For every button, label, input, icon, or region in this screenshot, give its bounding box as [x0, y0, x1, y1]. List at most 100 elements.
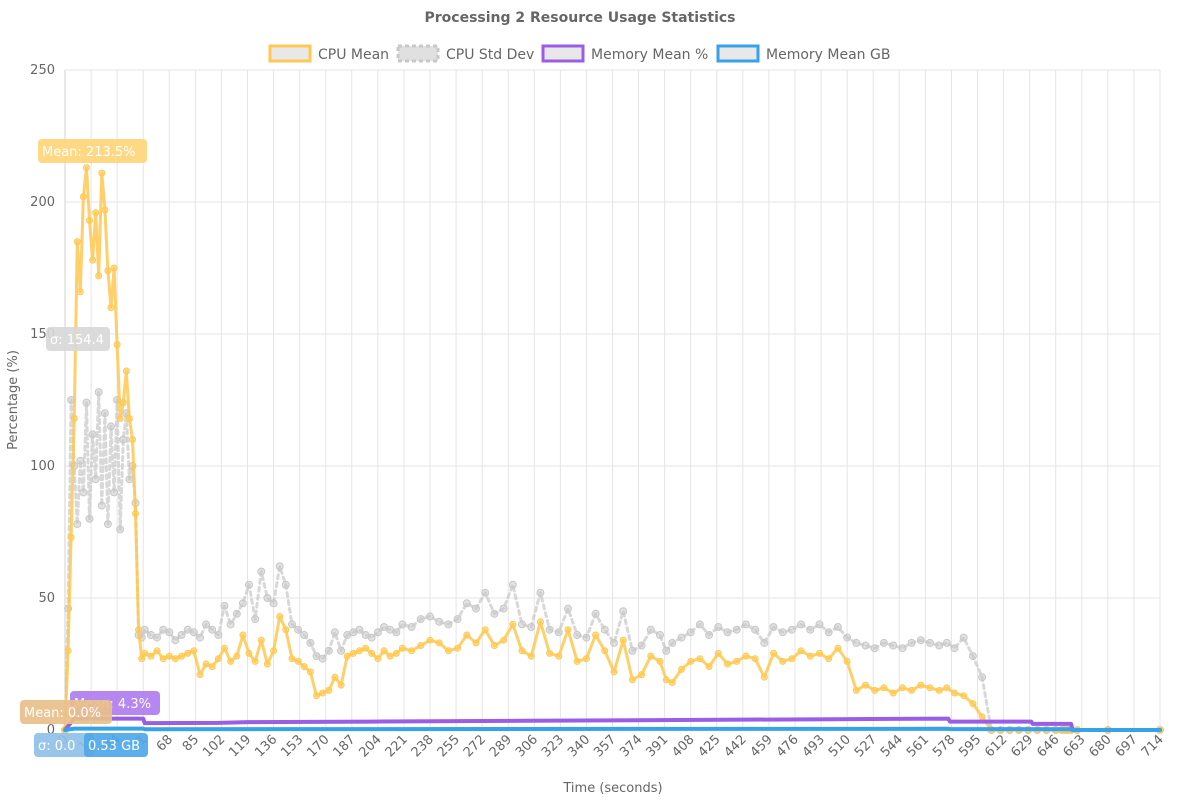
- data-point: [741, 620, 750, 629]
- annotation-text: σ: 154.4: [50, 333, 104, 348]
- data-point: [769, 623, 778, 631]
- data-point: [325, 686, 333, 694]
- data-point: [592, 631, 600, 639]
- data-point: [926, 684, 934, 692]
- data-point: [227, 657, 235, 665]
- data-point: [110, 264, 118, 272]
- data-point: [628, 646, 637, 655]
- legend-item-memory-mean-gb[interactable]: Memory Mean GB: [716, 44, 890, 63]
- data-point: [73, 238, 81, 246]
- data-point: [705, 631, 714, 639]
- legend-swatch[interactable]: [716, 44, 760, 63]
- data-point: [935, 641, 944, 650]
- data-point: [300, 663, 308, 671]
- data-point: [815, 620, 824, 629]
- data-point: [281, 580, 290, 589]
- legend-swatch[interactable]: [268, 44, 312, 63]
- data-point: [508, 580, 517, 589]
- data-point: [610, 638, 618, 647]
- data-point: [98, 169, 106, 177]
- data-point: [275, 562, 284, 571]
- data-point: [153, 647, 161, 655]
- data-point: [208, 663, 216, 671]
- data-point: [107, 304, 115, 312]
- data-point: [330, 628, 339, 637]
- data-point: [104, 267, 112, 275]
- annotation-text: Mean: 0.0%: [24, 706, 101, 721]
- data-point: [942, 638, 951, 647]
- data-point: [306, 668, 314, 676]
- data-point: [270, 647, 278, 655]
- y-tick-label: 250: [30, 63, 55, 78]
- data-point: [978, 713, 986, 721]
- data-point: [816, 649, 823, 657]
- data-point: [760, 673, 768, 681]
- data-point: [943, 684, 951, 692]
- x-axis-title: Time (seconds): [562, 781, 662, 796]
- legend-swatch[interactable]: [396, 44, 440, 63]
- annotation-label: 0.53 GB: [84, 733, 148, 757]
- data-point: [82, 398, 91, 407]
- data-point: [554, 628, 563, 637]
- data-point: [591, 609, 600, 618]
- data-point: [647, 652, 655, 660]
- data-point: [165, 652, 173, 660]
- data-point: [490, 642, 498, 649]
- chart-legend[interactable]: CPU Mean CPU Std Dev Memory Mean % Memory M…: [268, 44, 890, 63]
- data-point: [908, 686, 916, 694]
- data-point: [233, 652, 241, 660]
- legend-label[interactable]: CPU Mean: [318, 47, 389, 63]
- legend-label[interactable]: CPU Std Dev: [446, 47, 534, 63]
- data-point: [889, 689, 897, 697]
- legend-label[interactable]: Memory Mean GB: [766, 47, 890, 63]
- annotation-text: Mean: 213.5%: [42, 145, 136, 160]
- data-point: [472, 639, 480, 647]
- data-point: [245, 649, 253, 657]
- data-point: [834, 644, 842, 652]
- data-point: [917, 681, 925, 689]
- legend-item-cpu-mean[interactable]: CPU Mean: [268, 44, 389, 63]
- data-point: [742, 652, 750, 660]
- data-point: [935, 686, 943, 694]
- data-point: [86, 217, 93, 224]
- data-point: [313, 692, 320, 700]
- data-point: [119, 435, 128, 444]
- chart-title: Processing 2 Resource Usage Statistics: [425, 10, 736, 26]
- series-line-cpu-mean: [63, 166, 1162, 732]
- y-tick-label: 0: [47, 723, 55, 738]
- data-point: [238, 599, 247, 608]
- data-point: [960, 692, 968, 700]
- data-point: [916, 636, 925, 645]
- data-point: [435, 639, 443, 647]
- legend-label[interactable]: Memory Mean %: [591, 47, 708, 63]
- data-point: [294, 625, 303, 634]
- data-point: [662, 676, 670, 684]
- data-point: [770, 649, 777, 657]
- data-point: [825, 655, 833, 663]
- data-point: [582, 655, 590, 663]
- data-point: [97, 501, 106, 510]
- data-point: [392, 628, 401, 637]
- data-point: [573, 631, 582, 639]
- data-point: [113, 341, 121, 349]
- legend-item-cpu-std-dev[interactable]: CPU Std Dev: [396, 44, 534, 63]
- data-point: [337, 646, 346, 655]
- data-point: [83, 164, 90, 172]
- series-line-memory-mean-gb: [63, 726, 1162, 732]
- data-point: [536, 618, 544, 626]
- data-point: [398, 644, 406, 652]
- data-point: [843, 633, 852, 642]
- data-point: [696, 655, 704, 663]
- legend-item-memory-mean[interactable]: Memory Mean %: [541, 44, 708, 63]
- data-point: [141, 649, 149, 657]
- y-tick-label: 100: [30, 459, 55, 474]
- annotation-label: σ: 0.0: [34, 733, 94, 757]
- data-point: [349, 649, 357, 657]
- chart-series: [61, 164, 1164, 734]
- data-point: [125, 475, 134, 484]
- data-point: [619, 607, 628, 616]
- legend-swatch[interactable]: [541, 44, 585, 63]
- data-point: [374, 655, 382, 663]
- data-point: [135, 626, 143, 634]
